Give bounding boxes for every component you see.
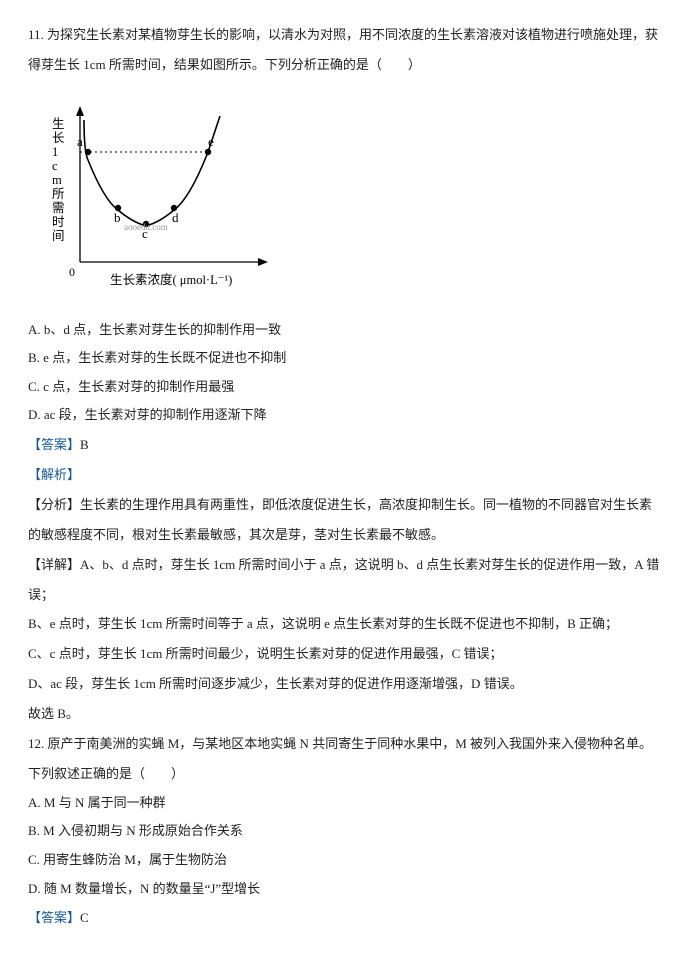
svg-text:生长素浓度( μmol·L⁻¹): 生长素浓度( μmol·L⁻¹) — [110, 272, 232, 287]
detail-label: 【详解】 — [28, 557, 80, 572]
answer-value-q12: C — [80, 910, 89, 925]
detail-a: 【详解】A、b、d 点时，芽生长 1cm 所需时间小于 a 点，这说明 b、d … — [28, 550, 664, 610]
detail-a-text: A、b、d 点时，芽生长 1cm 所需时间小于 a 点，这说明 b、d 点生长素… — [28, 557, 659, 602]
answer-value: B — [80, 437, 89, 452]
svg-text:c: c — [52, 159, 58, 173]
q12-option-c: C. 用寄生蜂防治 M，属于生物防治 — [28, 846, 664, 875]
q11-option-c: C. c 点，生长素对芽的抑制作用最强 — [28, 373, 664, 402]
analysis-block: 【分析】生长素的生理作用具有两重性，即低浓度促进生长，高浓度抑制生长。同一植物的… — [28, 490, 664, 550]
conclusion: 故选 B。 — [28, 699, 664, 729]
svg-text:间: 间 — [52, 229, 65, 243]
svg-text:m: m — [52, 173, 62, 187]
svg-text:b: b — [114, 210, 121, 225]
q12-option-a: A. M 与 N 属于同一种群 — [28, 789, 664, 818]
svg-text:生: 生 — [52, 117, 65, 131]
svg-text:时: 时 — [52, 215, 65, 229]
svg-text:d: d — [172, 210, 179, 225]
answer-block: 【答案】B — [28, 430, 664, 460]
svg-text:长: 长 — [52, 131, 65, 145]
answer-label-q12: 【答案】 — [28, 910, 80, 925]
svg-text:需: 需 — [52, 201, 65, 215]
answer-block-q12: 【答案】C — [28, 903, 664, 933]
q11-option-d: D. ac 段，生长素对芽的抑制作用逐渐下降 — [28, 401, 664, 430]
analysis-label: 【分析】 — [28, 497, 80, 512]
svg-text:a: a — [77, 134, 83, 149]
q11-option-b: B. e 点，生长素对芽的生长既不促进也不抑制 — [28, 344, 664, 373]
q12-option-b: B. M 入侵初期与 N 形成原始合作关系 — [28, 817, 664, 846]
detail-b: B、e 点时，芽生长 1cm 所需时间等于 a 点，这说明 e 点生长素对芽的生… — [28, 609, 664, 639]
question-12-stem: 12. 原产于南美洲的实蝇 M，与某地区本地实蝇 N 共同寄生于同种水果中，M … — [28, 729, 664, 789]
jiexi-label: 【解析】 — [28, 460, 664, 490]
detail-c: C、c 点时，芽生长 1cm 所需时间最少，说明生长素对芽的促进作用最强，C 错… — [28, 639, 664, 669]
answer-label: 【答案】 — [28, 437, 80, 452]
svg-text:0: 0 — [69, 265, 75, 279]
svg-text:e: e — [208, 134, 214, 149]
svg-text:所: 所 — [52, 187, 65, 201]
svg-text:1: 1 — [52, 145, 58, 159]
question-11-stem: 11. 为探究生长素对某植物芽生长的影响，以清水为对照，用不同浓度的生长素溶液对… — [28, 20, 664, 80]
q12-option-d: D. 随 M 数量增长，N 的数量呈“J”型增长 — [28, 875, 664, 904]
svg-text:aooedu.com: aooedu.com — [124, 222, 168, 232]
q11-option-a: A. b、d 点，生长素对芽生长的抑制作用一致 — [28, 316, 664, 345]
detail-d: D、ac 段，芽生长 1cm 所需时间逐步减少，生长素对芽的促进作用逐渐增强，D… — [28, 669, 664, 699]
growth-curve-chart: abcde0生长素浓度( μmol·L⁻¹)生长1cm所需时间aooedu.co… — [36, 90, 664, 306]
analysis-text: 生长素的生理作用具有两重性，即低浓度促进生长，高浓度抑制生长。同一植物的不同器官… — [28, 497, 652, 542]
